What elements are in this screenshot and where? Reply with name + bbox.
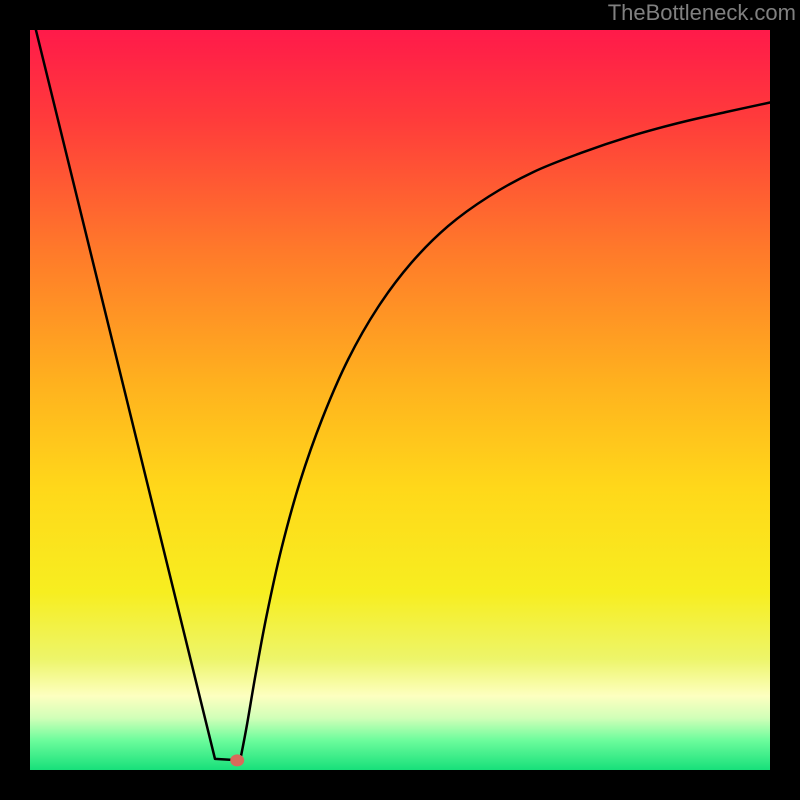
plot-area bbox=[0, 0, 800, 800]
chart-frame: TheBottleneck.com bbox=[0, 0, 800, 800]
frame-border bbox=[15, 15, 785, 785]
optimal-point-marker bbox=[230, 754, 244, 766]
curve-svg bbox=[0, 0, 800, 800]
watermark-text: TheBottleneck.com bbox=[608, 0, 796, 26]
bottleneck-curve bbox=[36, 30, 770, 763]
